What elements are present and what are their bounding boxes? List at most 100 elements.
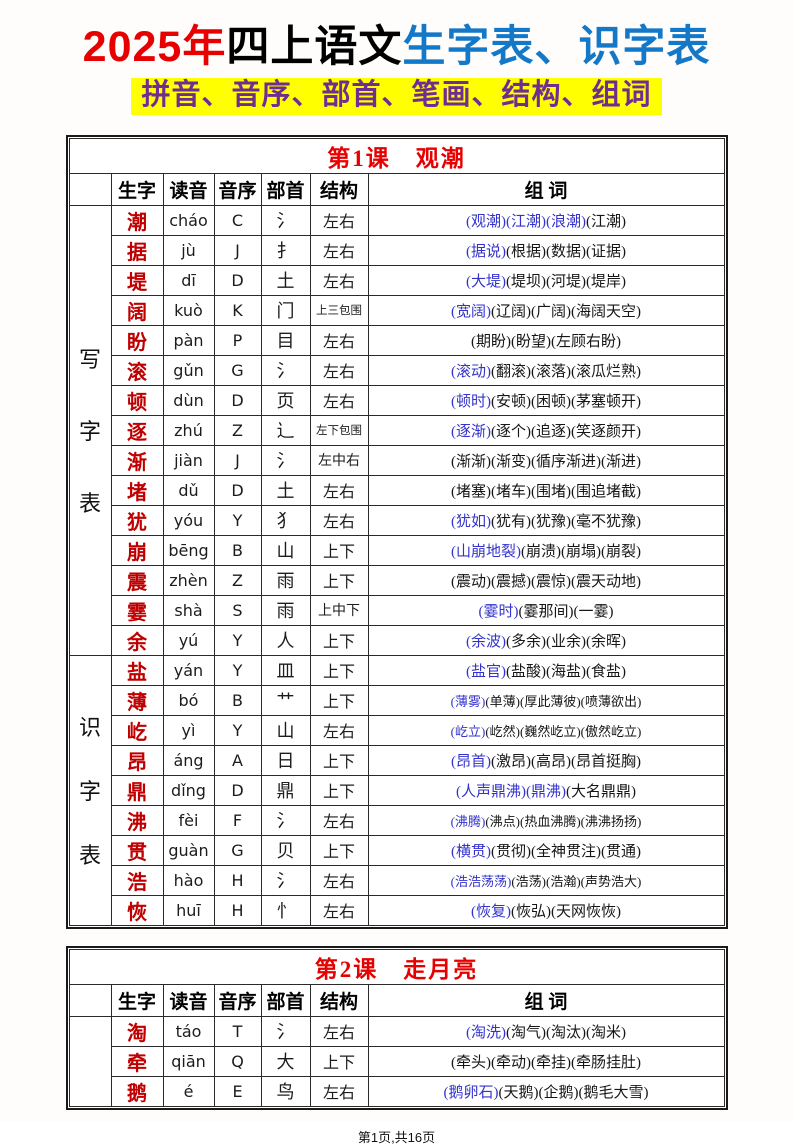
lesson-title: 第2课 走月亮 (68, 948, 725, 985)
character-row: 渐 jiàn J 氵左中右 (渐渐)(渐变)(循序渐进)(渐进) (69, 444, 725, 476)
words-highlighted: (余波) (466, 633, 506, 650)
radical-cell: 氵 (260, 804, 311, 836)
radical-cell: 氵 (260, 1015, 311, 1047)
pinyin-cell: cháo (162, 204, 215, 236)
character-row: 淘 táo T 氵左右 (淘洗)(淘气)(淘汰)(淘米) (68, 1015, 725, 1107)
character-row: 堵 dǔ D 土左右 (堵塞)(堵车)(围堵)(围追堵截) (69, 474, 725, 506)
character-cell: 鼎 (110, 774, 164, 806)
character-cell: 盼 (110, 324, 164, 356)
character-row: 薄 bó B 艹上下 (薄雾)(单薄)(厚此薄彼)(喷薄欲出) (69, 684, 725, 716)
words-cell: (恢复)(恢弘)(天网恢恢) (367, 894, 725, 926)
section-label-header (68, 983, 112, 1017)
words-cell: (横贯)(贯彻)(全神贯注)(贯通) (367, 834, 725, 866)
character-row: 滚 gǔn G 氵左右 (滚动)(翻滚)(滚落)(滚瓜烂熟) (69, 354, 725, 386)
radical-cell: 土 (260, 474, 311, 506)
words-cell: (据说)(根据)(数据)(证据) (367, 234, 725, 266)
words-plain: (浩荡)(浩瀚)(声势浩大) (511, 873, 642, 889)
section-label (68, 1015, 112, 1107)
words-plain: (逐个)(追逐)(笑逐颜开) (491, 423, 641, 440)
alphabet-order-cell: J (213, 234, 262, 266)
alphabet-order-cell: B (213, 684, 262, 716)
document-page: 2025年四上语文生字表、识字表 拼音、音序、部首、笔画、结构、组词 第1课 观… (0, 23, 793, 1145)
words-cell: (观潮)(江潮)(浪潮)(江潮) (367, 204, 725, 236)
section-label-text: 识字表 (70, 710, 110, 870)
words-plain: (期盼)(盼望)(左顾右盼) (471, 333, 621, 350)
section-label-text: 写字表 (70, 342, 110, 518)
words-plain: (多余)(业余)(余晖) (506, 633, 626, 650)
alphabet-order-cell: G (213, 834, 262, 866)
words-cell: (滚动)(翻滚)(滚落)(滚瓜烂熟) (367, 354, 725, 386)
lessons-container: 第1课 观潮 生字 读音 音序 部首 结构组 词 写字表潮 cháo C 氵左右 (观潮)(江潮… (0, 134, 793, 1110)
character-cell: 潮 (110, 204, 164, 236)
section-label-char: 字 (78, 779, 101, 805)
words-cell: (期盼)(盼望)(左顾右盼) (367, 324, 725, 356)
character-row: 鼎 dǐng D 鼎上下 (人声鼎沸)(鼎沸)(大名鼎鼎) (69, 774, 725, 806)
title-year-segment: 2025年 (82, 23, 227, 71)
alphabet-order-cell: T (213, 1015, 262, 1047)
character-cell: 余 (110, 624, 164, 656)
words-plain: (大名鼎鼎) (565, 783, 636, 800)
words-cell: (浩浩荡荡)(浩荡)(浩瀚)(声势浩大) (367, 864, 725, 896)
character-row: 贯 guàn G 贝上下 (横贯)(贯彻)(全神贯注)(贯通) (69, 834, 725, 866)
character-cell: 浩 (110, 864, 164, 896)
subtitle-row: 拼音、音序、部首、笔画、结构、组词 (0, 78, 793, 115)
character-row: 顿 dùn D 页左右 (顿时)(安顿)(困顿)(茅塞顿开) (69, 384, 725, 416)
words-cell: (薄雾)(单薄)(厚此薄彼)(喷薄欲出) (367, 684, 725, 716)
pinyin-cell: bēng (162, 534, 215, 566)
words-plain: (牵头)(牵动)(牵挂)(牵肠挂肚) (451, 1054, 641, 1071)
pinyin-cell: fèi (162, 804, 215, 836)
section-label: 写字表 (68, 204, 112, 656)
page-subtitle: 拼音、音序、部首、笔画、结构、组词 (131, 78, 662, 115)
character-cell: 贯 (110, 834, 164, 866)
section-label-char: 表 (78, 843, 101, 869)
pinyin-cell: guàn (162, 834, 215, 866)
character-cell: 淘 (110, 1015, 164, 1047)
column-header: 音序 (213, 983, 262, 1017)
character-cell: 恢 (110, 894, 164, 926)
character-cell: 鹅 (110, 1075, 164, 1107)
character-cell: 阔 (110, 294, 164, 326)
lesson-table: 第2课 走月亮 生字 读音 音序 部首 结构组 词 淘 táo T 氵左右 (淘洗)(淘气)(淘… (68, 948, 725, 1107)
pinyin-cell: bó (162, 684, 215, 716)
character-row: 崩 bēng B 山上下 (山崩地裂)(崩溃)(崩塌)(崩裂) (69, 534, 725, 566)
character-row: 逐 zhú Z 辶左下包围 (逐渐)(逐个)(追逐)(笑逐颜开) (69, 414, 725, 446)
words-plain: (单薄)(厚此薄彼)(喷薄欲出) (485, 693, 642, 709)
pinyin-cell: huī (162, 894, 215, 926)
words-cell: (盐官)(盐酸)(海盐)(食盐) (367, 654, 725, 686)
words-highlighted: (横贯) (451, 843, 491, 860)
section-label: 识字表 (68, 654, 112, 926)
words-cell: (昂首)(激昂)(高昂)(昂首挺胸) (367, 744, 725, 776)
radical-cell: 犭 (260, 504, 311, 536)
structure-cell: 左右 (309, 714, 369, 746)
radical-cell: 氵 (260, 444, 311, 476)
alphabet-order-cell: A (213, 744, 262, 776)
section-label-char: 字 (78, 419, 101, 445)
words-plain: (根据)(数据)(证据) (506, 243, 626, 260)
words-highlighted: (昂首) (451, 753, 491, 770)
character-cell: 堵 (110, 474, 164, 506)
character-cell: 昂 (110, 744, 164, 776)
character-cell: 薄 (110, 684, 164, 716)
column-header: 生字 (110, 983, 164, 1017)
words-highlighted: (逐渐) (451, 423, 491, 440)
words-cell: (大堤)(堤坝)(河堤)(堤岸) (367, 264, 725, 296)
pinyin-cell: dǔ (162, 474, 215, 506)
radical-cell: 雨 (260, 594, 311, 626)
words-plain: (沸点)(热血沸腾)(沸沸扬扬) (485, 813, 642, 829)
alphabet-order-cell: F (213, 804, 262, 836)
structure-cell: 上下 (309, 1045, 369, 1077)
character-row: 盼 pàn P 目左右 (期盼)(盼望)(左顾右盼) (69, 324, 725, 356)
character-row: 牵 qiān Q 大上下 (牵头)(牵动)(牵挂)(牵肠挂肚) (69, 1045, 725, 1077)
words-highlighted: (滚动) (451, 363, 491, 380)
alphabet-order-cell: Q (213, 1045, 262, 1077)
words-cell: (逐渐)(逐个)(追逐)(笑逐颜开) (367, 414, 725, 446)
words-plain: (堵塞)(堵车)(围堵)(围追堵截) (451, 483, 641, 500)
pinyin-cell: áng (162, 744, 215, 776)
structure-cell: 左右 (309, 354, 369, 386)
character-cell: 震 (110, 564, 164, 596)
character-cell: 犹 (110, 504, 164, 536)
character-row: 阔 kuò K 门上三包围 (宽阔)(辽阔)(广阔)(海阔天空) (69, 294, 725, 326)
column-header: 结构 (309, 983, 369, 1017)
lesson-title: 第1课 观潮 (68, 137, 725, 174)
character-cell: 堤 (110, 264, 164, 296)
